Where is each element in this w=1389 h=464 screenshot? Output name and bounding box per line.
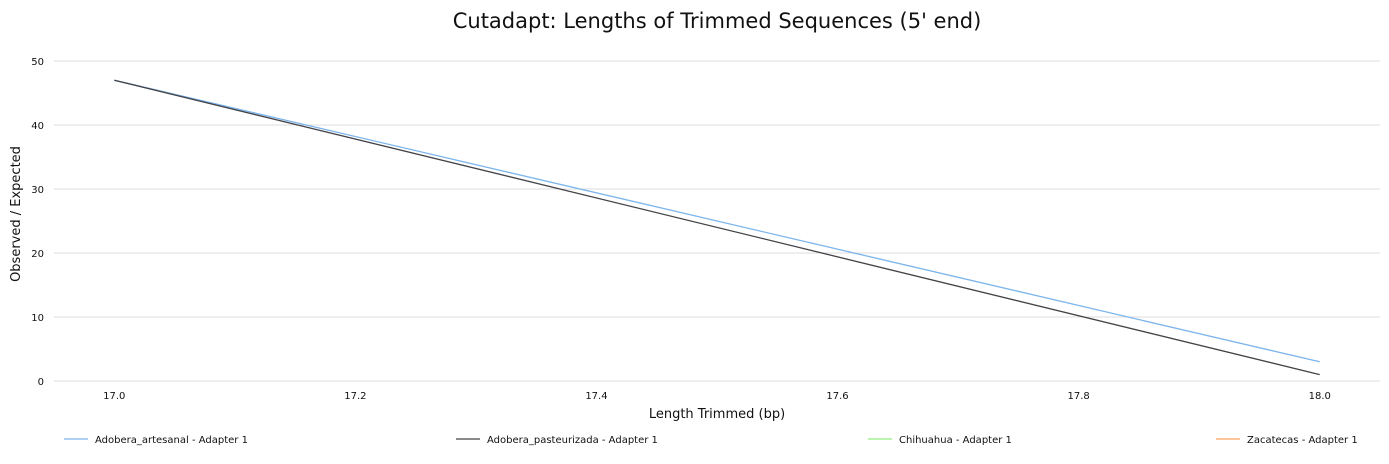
x-axis-label: Length Trimmed (bp) [649,407,785,422]
y-tick-label: 50 [31,57,44,68]
legend-label[interactable]: Adobera_artesanal - Adapter 1 [95,435,248,446]
y-axis-ticks: 0 10 20 30 40 50 [31,57,44,388]
x-axis-ticks: 17.0 17.2 17.4 17.6 17.8 18.0 [103,391,1331,402]
legend: Adobera_artesanal - Adapter 1 Adobera_pas… [64,435,1358,446]
x-tick-label: 17.8 [1068,391,1090,402]
chart-title: Cutadapt: Lengths of Trimmed Sequences (… [453,9,982,33]
legend-label[interactable]: Adobera_pasteurizada - Adapter 1 [487,435,658,446]
y-tick-label: 20 [31,249,44,260]
legend-label[interactable]: Chihuahua - Adapter 1 [899,435,1012,446]
series-line [114,79,1320,363]
x-tick-label: 17.0 [103,391,125,402]
series-line [114,79,1320,376]
y-tick-label: 0 [38,377,44,388]
x-tick-label: 17.6 [826,391,848,402]
x-tick-label: 17.2 [344,391,366,402]
gridlines [54,60,1380,382]
x-tick-label: 17.4 [585,391,607,402]
y-axis-label: Observed / Expected [9,146,24,282]
y-tick-label: 30 [31,185,44,196]
y-tick-label: 40 [31,121,44,132]
y-tick-label: 10 [31,313,44,324]
x-tick-label: 18.0 [1309,391,1331,402]
legend-label[interactable]: Zacatecas - Adapter 1 [1247,435,1358,446]
series-lines [114,79,1320,376]
